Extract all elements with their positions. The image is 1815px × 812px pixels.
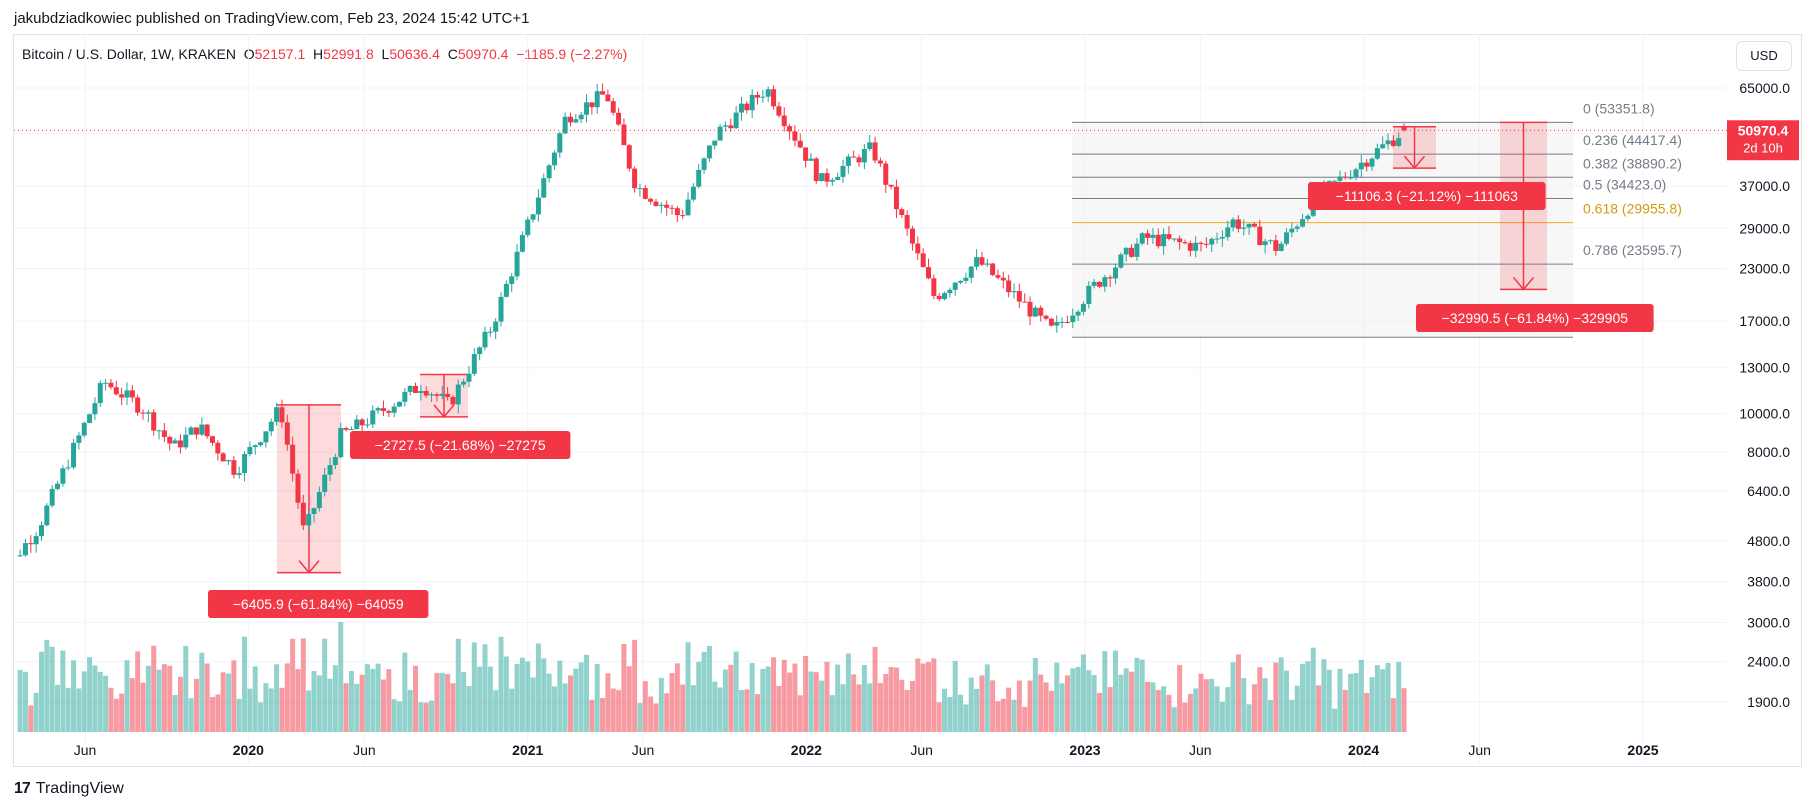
change-value: −1185.9 (−2.27%) xyxy=(516,46,628,62)
footer-brand[interactable]: 17 TradingView xyxy=(14,780,124,798)
symbol-legend: Bitcoin / U.S. Dollar, 1W, KRAKEN O52157… xyxy=(22,46,627,62)
footer-brand-text: TradingView xyxy=(35,780,124,797)
high-label: H xyxy=(313,46,324,62)
close-label: C xyxy=(447,46,458,62)
open-value: 52157.1 xyxy=(254,46,306,62)
low-value: 50636.4 xyxy=(389,46,440,62)
high-value: 52991.8 xyxy=(323,46,374,62)
currency-button[interactable]: USD xyxy=(1736,41,1792,71)
low-label: L xyxy=(381,46,390,62)
publisher-line: jakubdziadkowiec published on TradingVie… xyxy=(14,10,530,27)
tradingview-logo-icon: 17 xyxy=(14,780,31,797)
close-value: 50970.4 xyxy=(457,46,509,62)
symbol-title[interactable]: Bitcoin / U.S. Dollar, 1W, KRAKEN xyxy=(22,46,236,62)
chart-frame xyxy=(13,34,1802,767)
open-label: O xyxy=(243,46,255,62)
